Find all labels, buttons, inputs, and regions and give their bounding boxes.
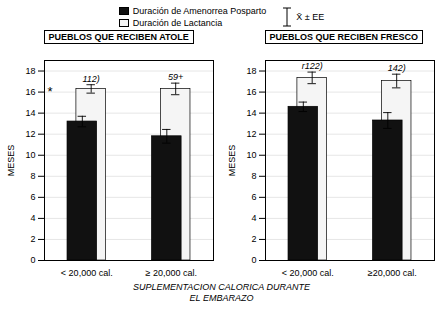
svg-text:12: 12 (25, 129, 35, 139)
svg-text:16: 16 (246, 87, 256, 97)
html-text:SUPLEMENTACION CALORICA DURANT: SUPLEMENTACION CALORICA DURANTE (133, 282, 310, 292)
html-text:Duración de Amenorrea Posparto: Duración de Amenorrea Posparto (132, 6, 267, 16)
svg-text:112): 112) (82, 74, 99, 84)
svg-text:MESES: MESES (226, 145, 236, 177)
svg-text:2: 2 (30, 234, 35, 244)
svg-text:142): 142) (387, 63, 405, 73)
svg-text:r122): r122) (301, 61, 322, 71)
svg-text:12: 12 (246, 129, 256, 139)
html-text:Duración de Lactancia: Duración de Lactancia (132, 18, 223, 28)
svg-text:0: 0 (251, 255, 256, 265)
svg-text:8: 8 (251, 171, 256, 181)
svg-text:< 20,000 cal.: < 20,000 cal. (281, 268, 333, 278)
svg-text:6: 6 (30, 192, 35, 202)
svg-text:*: * (47, 84, 52, 99)
svg-text:< 20,000 cal.: < 20,000 cal. (60, 268, 112, 278)
html-text:X̄ ± EE: X̄ ± EE (296, 12, 325, 22)
svg-text:14: 14 (246, 108, 256, 118)
svg-text:18: 18 (25, 66, 35, 76)
svg-text:6: 6 (251, 192, 256, 202)
svg-text:≥ 20,000 cal.: ≥ 20,000 cal. (145, 268, 196, 278)
html-text:EL EMBARAZO: EL EMBARAZO (189, 293, 254, 303)
svg-text:14: 14 (25, 108, 35, 118)
svg-text:4: 4 (30, 213, 35, 223)
svg-text:59+: 59+ (168, 72, 183, 82)
svg-text:10: 10 (25, 150, 35, 160)
svg-text:2: 2 (251, 234, 256, 244)
svg-text:16: 16 (25, 87, 35, 97)
svg-text:10: 10 (246, 150, 256, 160)
svg-text:4: 4 (251, 213, 256, 223)
svg-text:≥20,000 cal.: ≥20,000 cal. (367, 268, 416, 278)
svg-text:MESES: MESES (5, 145, 15, 177)
html-text:PUEBLOS QUE RECIBEN FRESCO: PUEBLOS QUE RECIBEN FRESCO (269, 32, 418, 42)
svg-text:0: 0 (30, 255, 35, 265)
svg-text:8: 8 (30, 171, 35, 181)
svg-text:18: 18 (246, 66, 256, 76)
html-text:PUEBLOS QUE RECIBEN ATOLE: PUEBLOS QUE RECIBEN ATOLE (48, 32, 189, 42)
